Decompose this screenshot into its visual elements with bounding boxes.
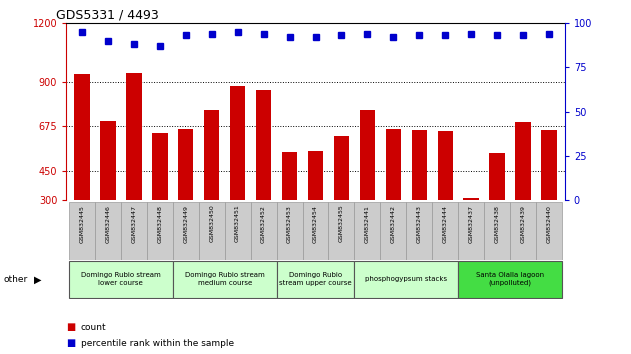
Text: GSM832450: GSM832450 [209,205,214,242]
Text: GSM832452: GSM832452 [261,205,266,242]
Text: GDS5331 / 4493: GDS5331 / 4493 [56,9,159,22]
Bar [173,261,276,298]
Bar [251,202,276,260]
Bar [458,261,562,298]
Bar [411,130,427,200]
Bar [510,202,536,260]
Text: Domingo Rubio stream
lower course: Domingo Rubio stream lower course [81,272,161,286]
Bar [432,202,458,260]
Text: Domingo Rubio stream
medium course: Domingo Rubio stream medium course [185,272,264,286]
Text: other: other [3,275,27,284]
Bar [74,74,90,200]
Bar [256,90,271,200]
Bar [121,202,147,260]
Text: GSM832449: GSM832449 [183,205,188,243]
Bar [147,202,173,260]
Text: phosphogypsum stacks: phosphogypsum stacks [365,276,447,282]
Bar [230,86,245,200]
Bar [464,198,479,200]
Text: Santa Olalla lagoon
(unpolluted): Santa Olalla lagoon (unpolluted) [476,272,545,286]
Bar [329,202,355,260]
Text: GSM832447: GSM832447 [131,205,136,243]
Bar [276,202,302,260]
Text: GSM832439: GSM832439 [521,205,526,243]
Bar [406,202,432,260]
Bar [484,202,510,260]
Bar [276,261,355,298]
Bar [95,202,121,260]
Bar [437,131,453,200]
Text: percentile rank within the sample: percentile rank within the sample [81,339,234,348]
Text: GSM832438: GSM832438 [495,205,500,242]
Text: GSM832454: GSM832454 [313,205,318,242]
Bar [334,136,349,200]
Bar [302,202,329,260]
Bar [355,202,380,260]
Bar [360,109,375,200]
Text: GSM832437: GSM832437 [469,205,474,243]
Bar [152,133,167,200]
Bar [282,152,297,200]
Text: Domingo Rubio
stream upper course: Domingo Rubio stream upper course [279,272,352,286]
Bar [458,202,484,260]
Text: GSM832444: GSM832444 [443,205,448,243]
Text: count: count [81,323,107,332]
Bar [69,202,95,260]
Text: GSM832451: GSM832451 [235,205,240,242]
Bar [173,202,199,260]
Bar [204,109,220,200]
Bar [490,153,505,200]
Text: GSM832442: GSM832442 [391,205,396,243]
Text: GSM832448: GSM832448 [157,205,162,242]
Bar [100,121,115,200]
Bar [536,202,562,260]
Text: GSM832443: GSM832443 [417,205,422,243]
Text: GSM832453: GSM832453 [287,205,292,242]
Text: ■: ■ [66,322,76,332]
Bar [308,151,323,200]
Text: GSM832440: GSM832440 [546,205,551,242]
Bar [380,202,406,260]
Bar [178,129,194,200]
Bar [386,129,401,200]
Text: GSM832441: GSM832441 [365,205,370,242]
Bar [69,261,173,298]
Bar [199,202,225,260]
Bar [355,261,458,298]
Text: GSM832445: GSM832445 [80,205,85,242]
Text: ■: ■ [66,338,76,348]
Bar [126,73,141,200]
Text: GSM832446: GSM832446 [105,205,110,242]
Text: ▶: ▶ [34,275,42,285]
Text: GSM832455: GSM832455 [339,205,344,242]
Bar [225,202,251,260]
Bar [516,122,531,200]
Bar [541,130,557,200]
